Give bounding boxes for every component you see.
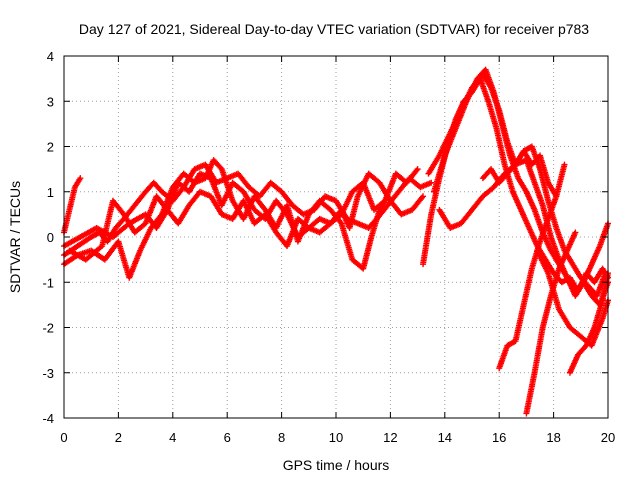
series-track-9	[436, 157, 611, 308]
series-track-11	[496, 161, 568, 372]
y-tick-label: -4	[42, 411, 54, 426]
series-track-8	[425, 71, 609, 299]
x-tick-label: 16	[492, 430, 506, 445]
x-tick-label: 18	[546, 430, 560, 445]
y-tick-label: -3	[42, 366, 54, 381]
y-tick-label: 1	[47, 185, 54, 200]
data-points	[61, 66, 611, 417]
data-point	[77, 175, 84, 182]
x-axis-label: GPS time / hours	[283, 457, 390, 473]
data-point	[561, 161, 568, 168]
x-tick-label: 6	[224, 430, 231, 445]
data-point	[572, 229, 579, 236]
data-point	[414, 166, 421, 173]
x-tick-label: 10	[329, 430, 343, 445]
series-track-1	[61, 175, 84, 236]
x-tick-label: 2	[115, 430, 122, 445]
y-tick-label: 4	[47, 49, 54, 64]
series-track-6	[420, 75, 611, 295]
x-tick-label: 14	[438, 430, 452, 445]
series-track-10	[479, 148, 560, 200]
y-tick-label: 0	[47, 230, 54, 245]
grid	[64, 56, 608, 418]
data-point	[428, 179, 435, 186]
y-tick-label: 2	[47, 140, 54, 155]
data-point	[420, 193, 427, 200]
x-tick-label: 8	[278, 430, 285, 445]
x-tick-label: 0	[60, 430, 67, 445]
x-tick-label: 12	[383, 430, 397, 445]
x-tick-label: 4	[169, 430, 176, 445]
x-tick-label: 20	[601, 430, 615, 445]
series-track-5	[66, 166, 421, 263]
y-axis-label: SDTVAR / TECUs	[7, 181, 23, 293]
y-tick-label: -2	[42, 321, 54, 336]
chart-title: Day 127 of 2021, Sidereal Day-to-day VTE…	[79, 21, 589, 37]
y-tick-label: -1	[42, 275, 54, 290]
series-track-14	[566, 270, 611, 376]
y-tick-label: 3	[47, 94, 54, 109]
